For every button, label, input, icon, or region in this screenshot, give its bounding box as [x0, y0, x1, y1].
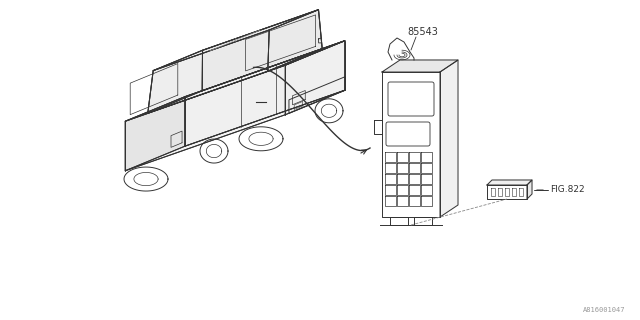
Polygon shape — [125, 65, 285, 171]
Polygon shape — [153, 10, 319, 71]
Polygon shape — [148, 50, 202, 113]
Polygon shape — [125, 97, 185, 171]
Polygon shape — [202, 10, 322, 91]
Polygon shape — [382, 72, 440, 217]
Text: FIG.822: FIG.822 — [550, 186, 584, 195]
Polygon shape — [487, 180, 532, 185]
Text: 85543: 85543 — [408, 27, 438, 37]
Polygon shape — [268, 10, 322, 71]
Polygon shape — [268, 41, 345, 71]
Polygon shape — [374, 120, 382, 134]
Text: A816001047: A816001047 — [582, 307, 625, 313]
Polygon shape — [125, 41, 345, 121]
Polygon shape — [289, 77, 345, 113]
Polygon shape — [382, 60, 458, 72]
Polygon shape — [285, 41, 345, 115]
Polygon shape — [185, 41, 345, 146]
Polygon shape — [440, 60, 458, 217]
Polygon shape — [527, 180, 532, 199]
Polygon shape — [487, 185, 527, 199]
Polygon shape — [148, 30, 269, 113]
